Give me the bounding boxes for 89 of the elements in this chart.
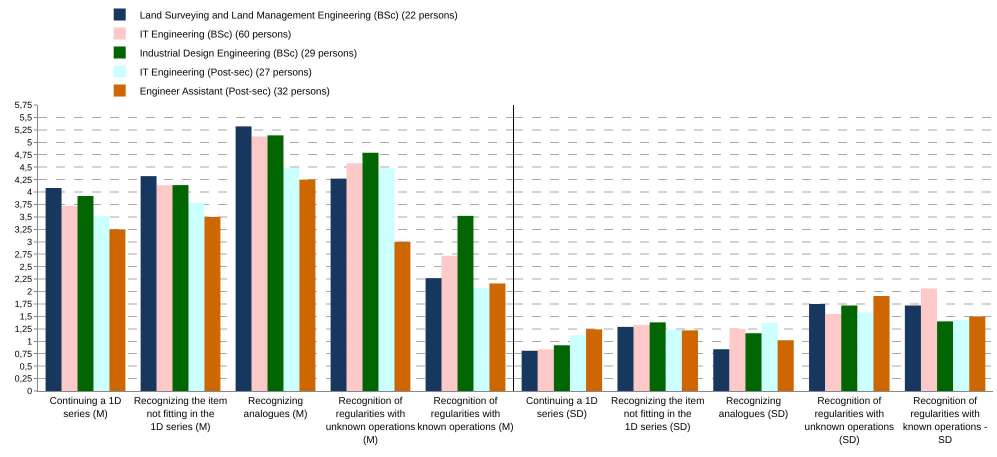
x-tick-label: Recognition of regularities with known operations (M)	[417, 396, 514, 433]
bar	[825, 314, 842, 391]
bar	[538, 349, 554, 391]
x-tick-label: Recognizing the item not fitting in the 1D series (SD)	[611, 396, 704, 433]
y-tick-label: 4,25	[14, 174, 32, 185]
bar	[283, 168, 300, 391]
bar	[330, 178, 347, 391]
legend-label: Engineer Assistant (Post-sec) (32 persons)	[140, 86, 330, 98]
x-tick-label: Recognition of regularities with known operations - SD	[902, 396, 988, 446]
y-tick-label: 4	[27, 187, 32, 198]
y-tick-label: 2	[27, 286, 32, 297]
x-tick-label: Continuing a 1D series (M)	[50, 396, 122, 420]
bar	[426, 278, 442, 391]
bar	[809, 304, 826, 391]
y-tick-label: 5,25	[14, 125, 32, 136]
bar	[378, 168, 394, 391]
y-tick-label: 2,5	[20, 262, 32, 272]
y-tick-label: 2,25	[14, 274, 32, 284]
y-tick-label: 1,5	[20, 312, 32, 322]
bar	[904, 305, 921, 391]
x-tick-label: Continuing a 1D series (SD)	[526, 396, 598, 420]
bar	[586, 329, 602, 391]
bar	[857, 312, 874, 391]
bar	[299, 180, 316, 391]
bar	[172, 185, 188, 391]
bar	[140, 176, 157, 391]
y-tick-label: 0,5	[20, 361, 32, 372]
bar	[969, 316, 986, 391]
bar	[713, 349, 730, 391]
bar	[489, 284, 506, 391]
bar	[682, 330, 698, 391]
bar	[362, 152, 378, 391]
bar	[458, 216, 474, 391]
x-tick-label: Recognizing analogues (M)	[244, 396, 308, 420]
legend-label: Land Surveying and Land Management Engineering (BSc) (22 persons)	[140, 10, 458, 22]
bar	[841, 305, 858, 391]
bar	[617, 326, 634, 391]
y-tick-label: 2,75	[14, 249, 32, 260]
legend-label: IT Engineering (Post-sec) (27 persons)	[140, 67, 312, 78]
bar	[252, 136, 268, 391]
bar	[937, 321, 954, 391]
y-tick-label: 1	[27, 336, 32, 346]
y-tick-label: 3	[27, 236, 32, 247]
y-tick-label: 5,5	[20, 112, 32, 123]
bar	[188, 202, 204, 391]
y-tick-label: 3,5	[20, 212, 32, 222]
y-tick-label: 3,25	[14, 224, 32, 234]
y-tick-label: 3,75	[14, 200, 32, 210]
bar	[873, 296, 890, 391]
y-tick-label: 0,25	[14, 374, 32, 384]
y-tick-label: 4,5	[20, 162, 32, 172]
y-tick-label: 1,25	[14, 324, 32, 334]
bar	[442, 256, 458, 391]
bar	[156, 185, 173, 391]
bar	[666, 329, 682, 391]
bar	[394, 242, 410, 391]
bar	[62, 206, 78, 391]
legend-label: IT Engineering (BSc) (60 persons)	[140, 29, 292, 40]
bar	[93, 216, 110, 391]
x-tick-label: Recognizing the item not fitting in the 1D series (M)	[134, 396, 228, 433]
bar	[650, 322, 666, 391]
bar	[634, 324, 650, 391]
bar	[570, 335, 586, 391]
y-tick-label: 0,75	[14, 348, 32, 359]
bar	[953, 320, 970, 391]
y-tick-label: 5,75	[14, 100, 32, 110]
y-tick-label: 5	[27, 137, 32, 148]
legend-label: Industrial Design Engineering (BSc) (29 persons)	[140, 48, 358, 60]
y-tick-label: 0	[27, 386, 32, 396]
bar	[745, 333, 762, 391]
bar	[473, 288, 490, 391]
bar	[109, 229, 126, 391]
bar	[346, 163, 363, 391]
bar	[46, 188, 62, 391]
y-tick-label: 1,75	[14, 299, 32, 310]
bar	[920, 288, 938, 391]
bar	[778, 340, 794, 391]
bar	[204, 216, 220, 391]
bar	[762, 322, 778, 391]
bar	[236, 126, 252, 391]
x-tick-label: Recognition of regularities with unknown operations (SD)	[804, 396, 894, 446]
bar	[78, 196, 94, 391]
bar	[554, 345, 570, 391]
bar	[268, 135, 284, 391]
y-tick-label: 4,75	[14, 150, 32, 160]
x-tick-label: Recognition of regularities with unknown operations (M)	[326, 396, 416, 446]
x-tick-label: Recognizing analogues (SD)	[718, 396, 788, 420]
bar	[522, 350, 538, 391]
bar	[729, 328, 746, 391]
